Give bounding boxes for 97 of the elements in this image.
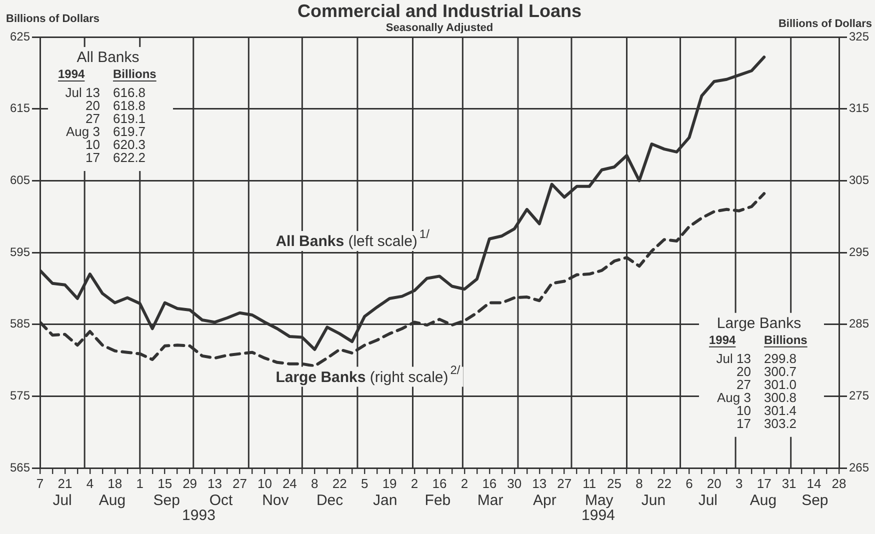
y2-tick-label: 285 — [849, 316, 870, 331]
y-tick-label: 575 — [10, 388, 30, 402]
y2-tick-label: 315 — [849, 101, 870, 116]
y-tick-label: 615 — [10, 101, 30, 116]
y2-tick-label: 295 — [849, 244, 870, 259]
x-tick-label: 1 — [136, 476, 144, 491]
annotation: 300.7 — [764, 364, 797, 379]
annotation: 17 — [736, 416, 751, 431]
annotation: 17 — [86, 150, 100, 165]
x-tick-label: 25 — [607, 476, 622, 491]
annotation: 27 — [86, 111, 100, 126]
x-tick-label: 22 — [656, 476, 672, 491]
text: Jul — [698, 492, 718, 509]
annotation: 301.4 — [764, 402, 797, 418]
x-tick-label: 31 — [782, 476, 796, 491]
x-tick-label: 11 — [582, 476, 596, 491]
y-tick-label: 595 — [10, 244, 30, 259]
y-tick-label: 605 — [10, 172, 30, 187]
x-tick-label: 4 — [86, 476, 94, 491]
text: Dec — [316, 492, 344, 509]
text: Jun — [641, 492, 666, 509]
x-tick-label: 21 — [58, 476, 72, 491]
x-tick-label: 2 — [410, 476, 418, 491]
annotation: Aug 3 — [717, 390, 751, 405]
y-axis-title: Billions of Dollars — [6, 13, 100, 25]
y-tick-label: 585 — [10, 316, 30, 331]
x-tick-label: 14 — [806, 476, 822, 491]
annotation: 299.8 — [764, 350, 797, 366]
annotation: 619.7 — [113, 124, 146, 139]
x-tick-label: 30 — [507, 476, 522, 491]
x-tick-label: 28 — [832, 476, 846, 491]
chart-title: Commercial and Industrial Loans — [297, 1, 582, 21]
text: Sep — [153, 492, 180, 509]
annotation: 20 — [736, 364, 751, 379]
text: May — [584, 492, 614, 509]
annotation: All Banks — [76, 49, 140, 66]
y2-axis-title: Billions of Dollars — [778, 18, 872, 30]
x-tick-label: 7 — [36, 476, 44, 491]
text: Nov — [262, 492, 290, 509]
x-tick-label: 8 — [636, 476, 643, 491]
y2-tick-label: 275 — [849, 388, 870, 402]
annotation: Aug 3 — [66, 124, 100, 139]
y2-tick-label: 305 — [849, 172, 870, 187]
annotation: Billions — [764, 332, 808, 347]
x-tick-label: 20 — [706, 476, 722, 491]
text: 1993 — [182, 507, 216, 524]
annotation: Jul 13 — [65, 85, 100, 100]
x-tick-label: 19 — [382, 476, 397, 491]
annotation: 301.0 — [764, 376, 797, 392]
annotation: 619.1 — [113, 111, 146, 126]
x-tick-label: 22 — [332, 476, 347, 491]
text: Apr — [533, 492, 556, 509]
x-tick-label: 6 — [686, 476, 693, 491]
y-tick-label: 625 — [10, 29, 30, 44]
annotation: 303.2 — [764, 416, 797, 431]
text: Oct — [209, 492, 234, 509]
text: Jul — [52, 492, 72, 509]
chart-subtitle: Seasonally Adjusted — [386, 22, 494, 34]
text: Feb — [424, 492, 451, 509]
annotation: Large Banks — [716, 314, 802, 332]
annotation: 618.8 — [113, 98, 146, 113]
y2-tick-label: 325 — [849, 29, 870, 44]
annotation: 616.8 — [113, 85, 146, 100]
x-tick-label: 10 — [257, 476, 272, 491]
annotation: 10 — [86, 137, 100, 152]
text: Sep — [802, 492, 828, 509]
x-tick-label: 27 — [557, 476, 572, 491]
annotation: 20 — [86, 98, 100, 113]
annotation: 622.2 — [113, 150, 146, 165]
x-tick-label: 29 — [182, 476, 198, 491]
text: 1994 — [582, 507, 615, 524]
text: Mar — [477, 492, 504, 509]
text: Jan — [373, 492, 398, 509]
x-tick-label: 13 — [532, 476, 547, 491]
text: Aug — [750, 492, 777, 509]
text: Aug — [98, 492, 126, 509]
x-tick-label: 18 — [108, 476, 122, 491]
x-tick-label: 15 — [158, 476, 172, 491]
annotation: Billions — [113, 67, 157, 81]
x-tick-label: 16 — [482, 476, 497, 491]
annotation: Jul 13 — [716, 350, 751, 366]
x-tick-label: 3 — [736, 476, 743, 491]
x-tick-label: 2 — [460, 476, 468, 491]
annotation: 1994 — [58, 67, 86, 81]
annotation: 620.3 — [113, 137, 146, 152]
x-tick-label: 16 — [432, 476, 447, 491]
x-tick-label: 8 — [311, 476, 318, 491]
x-tick-label: 27 — [232, 476, 247, 491]
y2-tick-label: 265 — [849, 460, 870, 474]
x-tick-label: 24 — [282, 476, 297, 491]
x-tick-label: 13 — [208, 476, 222, 491]
x-tick-label: 17 — [756, 476, 772, 491]
x-tick-label: 5 — [360, 476, 368, 491]
annotation: 27 — [736, 376, 751, 392]
annotation: 1994 — [709, 332, 736, 347]
annotation: 300.8 — [764, 390, 797, 405]
y-tick-label: 565 — [10, 460, 30, 474]
